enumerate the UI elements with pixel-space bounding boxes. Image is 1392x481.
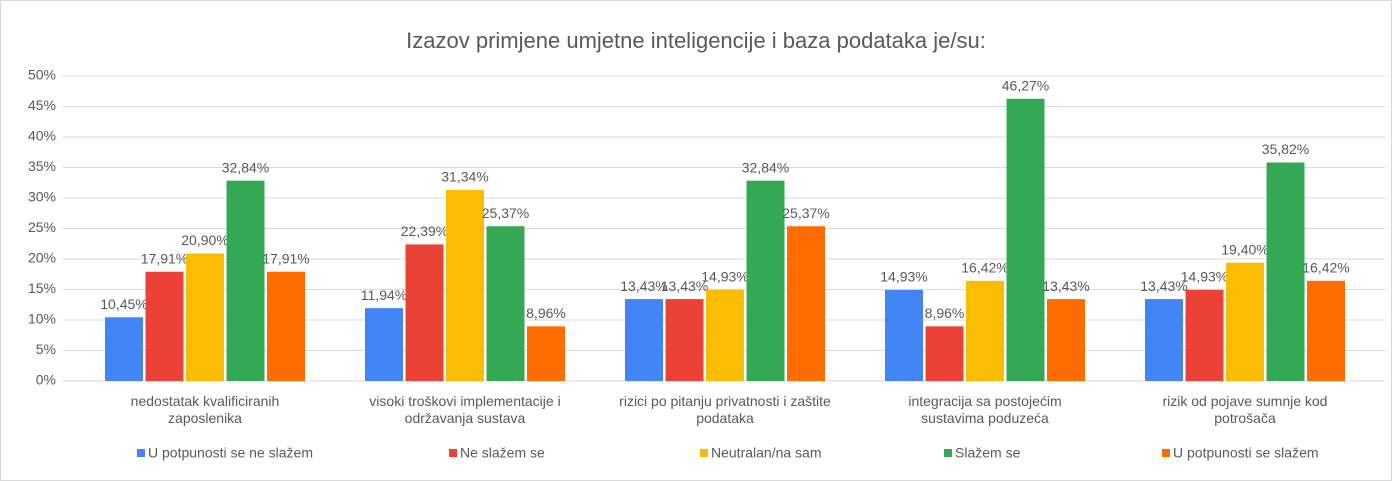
data-label: 20,90% <box>181 232 228 248</box>
bar <box>1226 262 1264 381</box>
bar <box>1185 289 1224 381</box>
y-tick-label: 10% <box>28 311 56 327</box>
bar <box>1266 162 1305 381</box>
data-label: 8,96% <box>526 305 566 321</box>
bar <box>186 253 224 381</box>
data-label: 25,37% <box>782 205 829 221</box>
y-tick-label: 35% <box>28 158 56 174</box>
legend-marker <box>137 449 145 457</box>
bar <box>267 271 305 381</box>
legend-marker <box>1162 449 1170 457</box>
data-label: 16,42% <box>1302 260 1349 276</box>
legend-label: Neutralan/na sam <box>711 445 822 461</box>
data-label: 13,43% <box>1042 278 1089 294</box>
data-label: 46,27% <box>1002 77 1049 93</box>
data-label: 19,40% <box>1221 241 1268 257</box>
y-tick-label: 45% <box>28 97 56 113</box>
legend-label: U potpunosti se ne slažem <box>148 445 313 461</box>
bar <box>365 308 403 381</box>
legend-label: Slažem se <box>955 445 1021 461</box>
y-tick-label: 15% <box>28 280 56 296</box>
chart-title: Izazov primjene umjetne inteligencije i … <box>406 28 986 53</box>
legend-marker <box>449 449 457 457</box>
data-label: 17,91% <box>262 250 309 266</box>
legend-marker <box>700 449 708 457</box>
data-label: 31,34% <box>441 169 488 185</box>
y-tick-label: 50% <box>28 67 56 83</box>
data-label: 13,43% <box>620 278 667 294</box>
y-tick-label: 5% <box>36 341 56 357</box>
bar <box>1307 280 1345 381</box>
bar <box>925 326 964 381</box>
x-tick-label: rizik od pojave sumnje kod potrošača <box>1162 393 1328 426</box>
data-label: 17,91% <box>141 250 188 266</box>
data-label: 22,39% <box>401 223 448 239</box>
bar <box>746 180 785 381</box>
data-label: 14,93% <box>880 269 927 285</box>
data-label: 11,94% <box>361 287 407 303</box>
data-label: 8,96% <box>925 305 965 321</box>
x-tick-label: rizici po pitanju privatnosti i zaštite … <box>619 393 831 426</box>
bar <box>966 280 1004 381</box>
bar <box>1047 299 1085 381</box>
data-label: 32,84% <box>222 159 269 175</box>
data-label: 25,37% <box>482 205 529 221</box>
data-label: 10,45% <box>100 296 147 312</box>
data-label: 14,93% <box>701 269 748 285</box>
legend-marker <box>944 449 952 457</box>
bar <box>665 299 704 381</box>
bar <box>105 317 143 381</box>
bar <box>885 289 923 381</box>
data-label: 35,82% <box>1262 141 1309 157</box>
bar <box>145 271 184 381</box>
y-tick-label: 40% <box>28 128 56 144</box>
bar <box>1006 98 1045 382</box>
data-label: 13,43% <box>661 278 708 294</box>
bar <box>706 289 744 381</box>
y-tick-label: 30% <box>28 189 56 205</box>
y-tick-label: 0% <box>36 372 56 388</box>
bar <box>446 189 484 381</box>
legend-label: U potpunosti se slažem <box>1173 445 1319 461</box>
bar <box>787 226 825 381</box>
bar <box>527 326 565 381</box>
bar <box>625 299 663 381</box>
data-label: 13,43% <box>1140 278 1187 294</box>
y-tick-label: 20% <box>28 250 56 266</box>
bar <box>405 244 444 381</box>
x-tick-label: integracija sa postojećim sustavima podu… <box>908 393 1062 426</box>
data-label: 16,42% <box>961 260 1008 276</box>
x-tick-label: visoki troškovi implementacije i održava… <box>369 393 561 426</box>
bar <box>1145 299 1183 381</box>
legend-label: Ne slažem se <box>460 445 545 461</box>
y-tick-label: 25% <box>28 219 56 235</box>
bar <box>486 226 525 381</box>
bar <box>226 180 265 381</box>
data-label: 14,93% <box>1181 269 1228 285</box>
data-label: 32,84% <box>742 159 789 175</box>
x-tick-label: nedostatak kvalificiranih zaposlenika <box>130 393 280 426</box>
